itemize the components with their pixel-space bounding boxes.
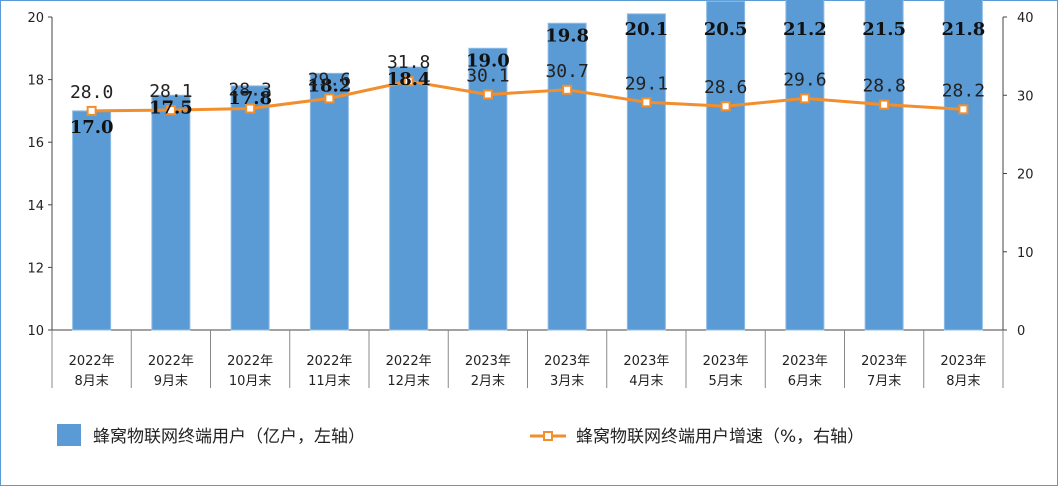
line-point-marker: [86, 105, 97, 116]
category-label-year: 2023年: [623, 354, 669, 369]
category-label-month: 8月末: [74, 374, 108, 389]
legend-bar-label: 蜂窝物联网终端用户（亿户，左轴）: [93, 427, 365, 447]
line-value-label: 28.0: [70, 82, 113, 103]
bars-layer: [72, 0, 983, 331]
left-tick-label: 12: [27, 261, 44, 276]
left-tick-label: 20: [27, 11, 44, 26]
line-point-marker: [641, 97, 652, 108]
bar-value-label: 21.2: [783, 19, 827, 40]
legend: 蜂窝物联网终端用户（亿户，左轴） 蜂窝物联网终端用户增速（%，右轴）: [57, 424, 864, 447]
bar-value-label: 19.0: [466, 50, 510, 71]
line-value-label: 29.1: [625, 73, 668, 94]
category-label-year: 2022年: [148, 354, 194, 369]
category-label-year: 2023年: [544, 354, 590, 369]
category-label-year: 2023年: [861, 354, 907, 369]
line-point-marker: [720, 101, 731, 112]
line-point-marker: [562, 84, 573, 95]
category-label-month: 11月末: [308, 374, 351, 389]
line-layer: [86, 76, 969, 116]
bar-value-label: 18.2: [307, 75, 351, 96]
category-label-year: 2023年: [703, 354, 749, 369]
bar: [72, 110, 112, 331]
bar: [785, 0, 825, 331]
line-value-label: 28.1: [149, 81, 192, 102]
line-value-label: 30.1: [466, 65, 509, 86]
bar-value-label: 17.5: [149, 97, 193, 118]
line-value-label: 29.6: [308, 69, 351, 90]
category-label-month: 9月末: [154, 374, 188, 389]
line-value-label: 28.3: [228, 80, 271, 101]
right-tick-label: 40: [1017, 11, 1034, 26]
category-label-year: 2023年: [782, 354, 828, 369]
left-tick-label: 18: [27, 74, 44, 89]
right-tick-label: 0: [1017, 324, 1025, 339]
line-value-label: 28.8: [862, 76, 905, 97]
line-value-label: 30.7: [545, 61, 588, 82]
line-value-label: 28.2: [942, 80, 985, 101]
bar-value-label: 20.1: [624, 19, 668, 40]
line-point-marker: [324, 93, 335, 104]
category-label-month: 10月末: [229, 374, 272, 389]
line-point-marker: [165, 105, 176, 116]
category-label-month: 2月末: [471, 374, 505, 389]
right-tick-label: 20: [1017, 168, 1034, 183]
category-label-year: 2022年: [306, 354, 352, 369]
line-point-marker: [482, 89, 493, 100]
bar-value-label: 20.5: [704, 19, 748, 40]
bar: [151, 94, 191, 331]
left-tick-label: 10: [27, 324, 44, 339]
bar: [626, 13, 666, 331]
category-label-year: 2023年: [465, 354, 511, 369]
category-label-year: 2022年: [227, 354, 273, 369]
bar: [389, 66, 429, 331]
bar-value-label: 21.5: [862, 19, 906, 40]
left-tick-label: 14: [27, 199, 44, 214]
legend-bar-swatch: [57, 424, 81, 446]
bar: [547, 22, 587, 331]
category-label-month: 4月末: [629, 374, 663, 389]
category-label-year: 2023年: [940, 354, 986, 369]
line-point-marker: [403, 76, 414, 87]
line-point-marker: [799, 93, 810, 104]
bar: [309, 72, 349, 331]
bar: [230, 85, 270, 331]
bar-value-label: 17.8: [228, 88, 272, 109]
left-tick-label: 16: [27, 136, 44, 151]
right-tick-label: 10: [1017, 246, 1034, 261]
category-label-month: 3月末: [550, 374, 584, 389]
line-point-marker: [879, 99, 890, 110]
bar: [943, 0, 983, 331]
bar-value-label: 18.4: [387, 69, 431, 90]
bar: [706, 0, 746, 331]
legend-line-label: 蜂窝物联网终端用户增速（%，右轴）: [576, 427, 864, 447]
category-label-month: 8月末: [946, 374, 980, 389]
right-tick-label: 30: [1017, 89, 1034, 104]
category-label-month: 7月末: [867, 374, 901, 389]
line-value-label: 31.8: [387, 52, 430, 73]
category-label-month: 6月末: [788, 374, 822, 389]
bar-value-label: 21.8: [941, 19, 985, 40]
legend-line-marker: [543, 431, 553, 441]
category-label-year: 2022年: [69, 354, 115, 369]
line-value-label: 29.6: [783, 69, 826, 90]
bar: [864, 0, 904, 331]
category-label-month: 12月末: [387, 374, 430, 389]
category-label-month: 5月末: [708, 374, 742, 389]
labels-layer: 17.0 17.5 17.8 18.2 18.4 19.0 19.8 20.1 20.5 21.2…: [70, 19, 986, 138]
axes-layer: 10 12 14 16 18 20 0 10 20 30 40 2022年 8月末 2022年 9月末 202…: [27, 11, 1033, 389]
bar-value-label: 19.8: [545, 25, 589, 46]
category-label-year: 2022年: [386, 354, 432, 369]
line-point-marker: [245, 103, 256, 114]
line-value-label: 28.6: [704, 77, 747, 98]
bar-value-label: 17.0: [70, 117, 114, 138]
line-point-marker: [958, 104, 969, 115]
growth-line: [91, 79, 964, 113]
